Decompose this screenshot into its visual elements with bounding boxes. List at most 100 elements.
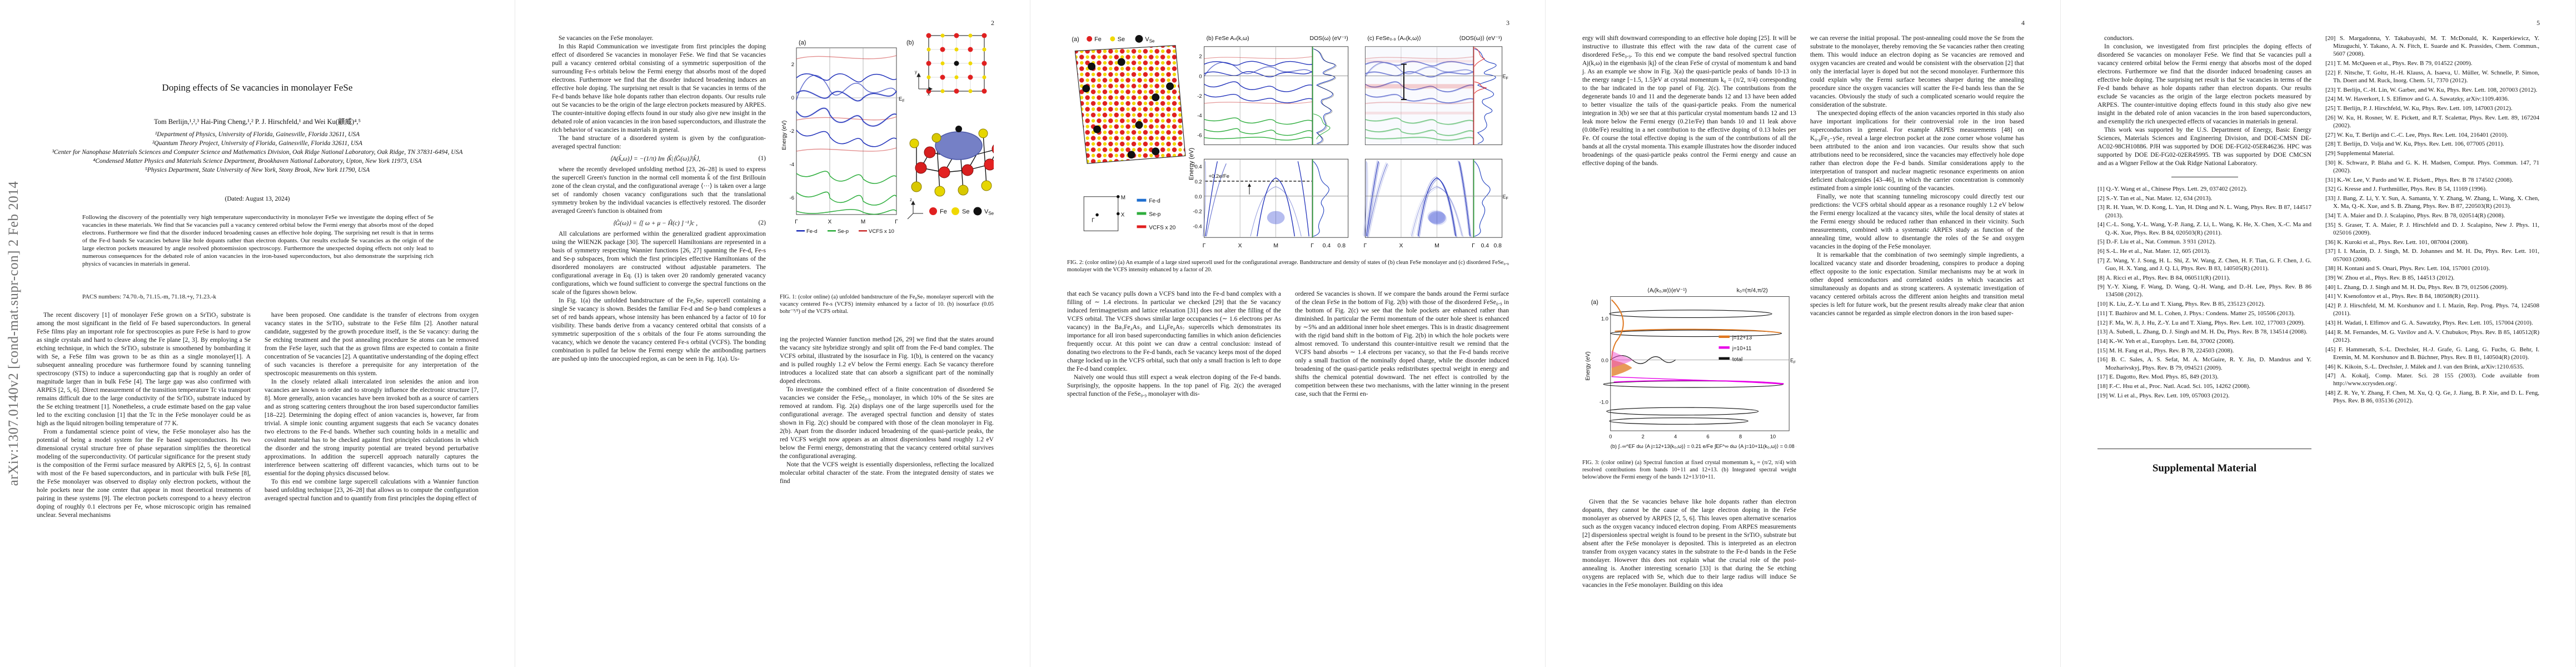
- reference-entry: [10] K. Liu, Z.-Y. Lu and T. Xiang, Phys…: [2097, 301, 2265, 308]
- p3-column-1: that each Se vacancy pulls down a VCFS b…: [1067, 290, 1281, 661]
- xyz-axes-icon: [907, 200, 923, 220]
- fig3-x-ticks: 0 2 4 6 8 10: [1609, 434, 1776, 440]
- svg-text:0: 0: [1199, 73, 1202, 79]
- svg-text:-6: -6: [790, 195, 794, 201]
- isosurface-cluster: [909, 124, 1007, 197]
- figure-1: (a): [780, 28, 1007, 289]
- reference-entry: [13] A. Subedi, L. Zhang, D. J. Singh an…: [2097, 328, 2308, 336]
- reference-entry: [5] D.-F. Liu et al., Nat. Commun. 3 931…: [2097, 238, 2216, 246]
- panel-a-label: (a): [1591, 299, 1598, 306]
- reference-entry: [47] A. Kokalj, Comp. Mater. Sci. 28 155…: [2325, 372, 2539, 387]
- svg-text:0.0: 0.0: [1195, 193, 1202, 200]
- p2-column-2: ing the projected Wannier function metho…: [780, 336, 994, 660]
- fig2-y-ticks: 2 0 -2 -4 -6: [1197, 53, 1202, 138]
- svg-text:X: X: [828, 219, 832, 225]
- abstract: Following the discovery of the potential…: [82, 214, 434, 267]
- body-paragraph: From a fundamental science point of view…: [37, 429, 251, 519]
- p2c1c: All calculations are performed within th…: [552, 230, 766, 364]
- svg-text:Γ: Γ: [1472, 243, 1475, 249]
- svg-text:0.2: 0.2: [1195, 178, 1202, 185]
- references-col-1: [1] Q.-Y. Wang et al., Chinese Phys. Let…: [2097, 185, 2311, 400]
- svg-text:2: 2: [1199, 53, 1202, 59]
- y-ticks: 2 0 -2 -4 -6: [790, 62, 794, 201]
- svg-text:-0.2: -0.2: [1193, 208, 1202, 215]
- svg-text:VCFS x 10: VCFS x 10: [869, 228, 894, 235]
- p3-column-2: ordered Se vacancies is shown. If we com…: [1295, 290, 1509, 661]
- reference-entry: [44] R. M. Fernandes, M. G. Vavilov and …: [2325, 328, 2539, 344]
- svg-text:VSe: VSe: [1145, 36, 1155, 43]
- supercell-lattice: [1074, 45, 1186, 164]
- reference-entry: [6] S.-L. He et al., Nat. Mater. 12, 605…: [2097, 247, 2211, 255]
- reference-entry: [40] L. Zhang, D. J. Singh and M. H. Du,…: [2325, 283, 2508, 291]
- svg-text:Γ: Γ: [1364, 243, 1367, 249]
- body-paragraph: we can reverse the initial proposal. The…: [1810, 35, 2024, 108]
- page-number: 3: [1506, 19, 1509, 27]
- reference-entry: [1] Q.-Y. Wang et al., Chinese Phys. Let…: [2097, 186, 2248, 192]
- fig2-x-ticks-c: Γ X M Γ 0.4 0.8: [1364, 243, 1502, 249]
- figure-3: ⟨Aⱼ(k₀,w)⟩(eV⁻¹) k₀=(π/4,π/2) (a): [1582, 286, 1806, 452]
- reference-entry: [2] S.-Y. Tan et al., Nat. Mater. 12, 63…: [2097, 195, 2213, 202]
- body-paragraph: It is remarkable that the combination of…: [1810, 252, 2024, 317]
- k0-marker: [1401, 63, 1407, 101]
- panel-c-title: (c) FeSe₀.₉ ⟨Aₙ(k,ω)⟩: [1367, 36, 1421, 42]
- vcfs-smear: [1365, 84, 1474, 89]
- svg-text:VCFS x 20: VCFS x 20: [1149, 225, 1175, 231]
- page-number: 4: [2021, 19, 2025, 27]
- body-paragraph: This work was supported by the U.S. Depa…: [2097, 127, 2311, 167]
- svg-text:0.4: 0.4: [1323, 243, 1331, 249]
- affiliation: ⁵Physics Department, State University of…: [145, 167, 370, 173]
- svg-text:Se-p: Se-p: [838, 228, 849, 235]
- svg-text:10: 10: [1770, 434, 1776, 440]
- fe-d-bands: [796, 73, 897, 147]
- svg-text:2: 2: [791, 62, 794, 68]
- body-paragraph: To investigate the combined effect of a …: [780, 386, 994, 460]
- y-axis-label: Energy (eV): [1188, 148, 1195, 180]
- affiliation: ²Quantum Theory Project, University of F…: [152, 140, 363, 147]
- svg-text:Fe: Fe: [1094, 36, 1102, 43]
- reference-entry: [33] J. Bang, Z. Li, Y. Y. Sun, A. Saman…: [2325, 195, 2539, 210]
- body-paragraph: The recent discovery [1] of monolayer Fe…: [37, 312, 251, 427]
- reference-entry: [4] C.-L. Song, Y.-L. Wang, Y.-P. Jiang,…: [2097, 221, 2311, 236]
- body-paragraph: ergy will shift downward corresponding t…: [1582, 35, 1796, 167]
- dated-line: (Dated: August 13, 2024): [225, 196, 290, 202]
- svg-text:M: M: [1273, 243, 1278, 249]
- xy-axes-icon: [916, 72, 933, 91]
- svg-text:0.4: 0.4: [1481, 243, 1489, 249]
- vacancy-dots: [1082, 58, 1174, 159]
- svg-text:EF: EF: [1503, 194, 1508, 201]
- reference-entry: [41] V. Ksenofontov et al., Phys. Rev. B…: [2325, 293, 2480, 300]
- panel-b-title: (b) FeSe Aₙ(k,ω): [1207, 36, 1249, 42]
- equation-2: ⟨Ĝ(ω)⟩ = ⟨[ ω + μ − Ĥ(c) ]⁻¹⟩c , (2): [552, 219, 766, 227]
- svg-text:1.0: 1.0: [1601, 316, 1608, 321]
- svg-text:Se-p: Se-p: [1149, 212, 1160, 218]
- body-paragraph: Finally, we note that scanning tunneling…: [1810, 193, 2024, 250]
- panel-b-dos-title: DOS(ω) (eV⁻¹): [1310, 36, 1348, 42]
- body-paragraph: In this Rapid Communication we investiga…: [552, 43, 766, 133]
- reference-entry: [28] T. Berlijn, D. Volja and W. Ku, Phy…: [2325, 141, 2504, 148]
- svg-text:Se: Se: [962, 208, 969, 215]
- figure-3-caption: FIG. 3: (color online) (a) Spectral func…: [1582, 460, 1796, 481]
- svg-text:0.8: 0.8: [1338, 243, 1346, 249]
- p5-column-1: conductors. In conclusion, we investigate…: [2097, 34, 2311, 660]
- body-paragraph: Naively one would thus still expect a we…: [1067, 374, 1281, 397]
- equation-body: ⟨A(k̃,ω)⟩ = −(1/π) Im ⟨k̃|⟨Ĝ(ω)⟩|k̃⟩,: [610, 156, 701, 162]
- fig1-atom-legend: Fe Se VSe: [929, 207, 994, 216]
- vse-site: [955, 126, 962, 132]
- figure-1-graphic: (a): [781, 33, 1007, 235]
- reference-entry: [39] W. Zhou et al., Phys. Rev. B 85, 14…: [2325, 274, 2455, 281]
- reference-entry: [9] Y.-Y. Xiang, F. Wang, D. Wang, Q.-H.…: [2097, 283, 2311, 298]
- p5c1-text: conductors. In conclusion, we investigate…: [2097, 34, 2311, 168]
- equation-number: (1): [758, 155, 766, 162]
- reference-entry: [24] M. W. Haverkort, I. S. Elfimov and …: [2325, 96, 2509, 103]
- doping-annotation: +0.2e/Fe: [1209, 173, 1229, 179]
- fig2-z-ticks: 0.4 0.2 0.0 -0.2 -0.4: [1193, 163, 1202, 229]
- body-paragraph: Note that the VCFS weight is essentially…: [780, 461, 994, 485]
- arxiv-stamp: arXiv:1307.0140v2 [cond-mat.supr-con] 2 …: [1, 0, 27, 667]
- reference-entry: [35] S. Graser, T. A. Maier, P. J. Hirsc…: [2325, 221, 2539, 236]
- reference-entry: [23] T. Berlijn, C.-H. Lin, W. Garber, a…: [2325, 86, 2538, 93]
- pacs-line: PACS numbers: 74.70.-b, 71.15.-m, 71.18.…: [82, 293, 216, 300]
- svg-text:X: X: [1238, 243, 1242, 249]
- body-paragraph: Given that the Se vacancies behave like …: [1582, 499, 1796, 589]
- page-number: 5: [2537, 19, 2540, 27]
